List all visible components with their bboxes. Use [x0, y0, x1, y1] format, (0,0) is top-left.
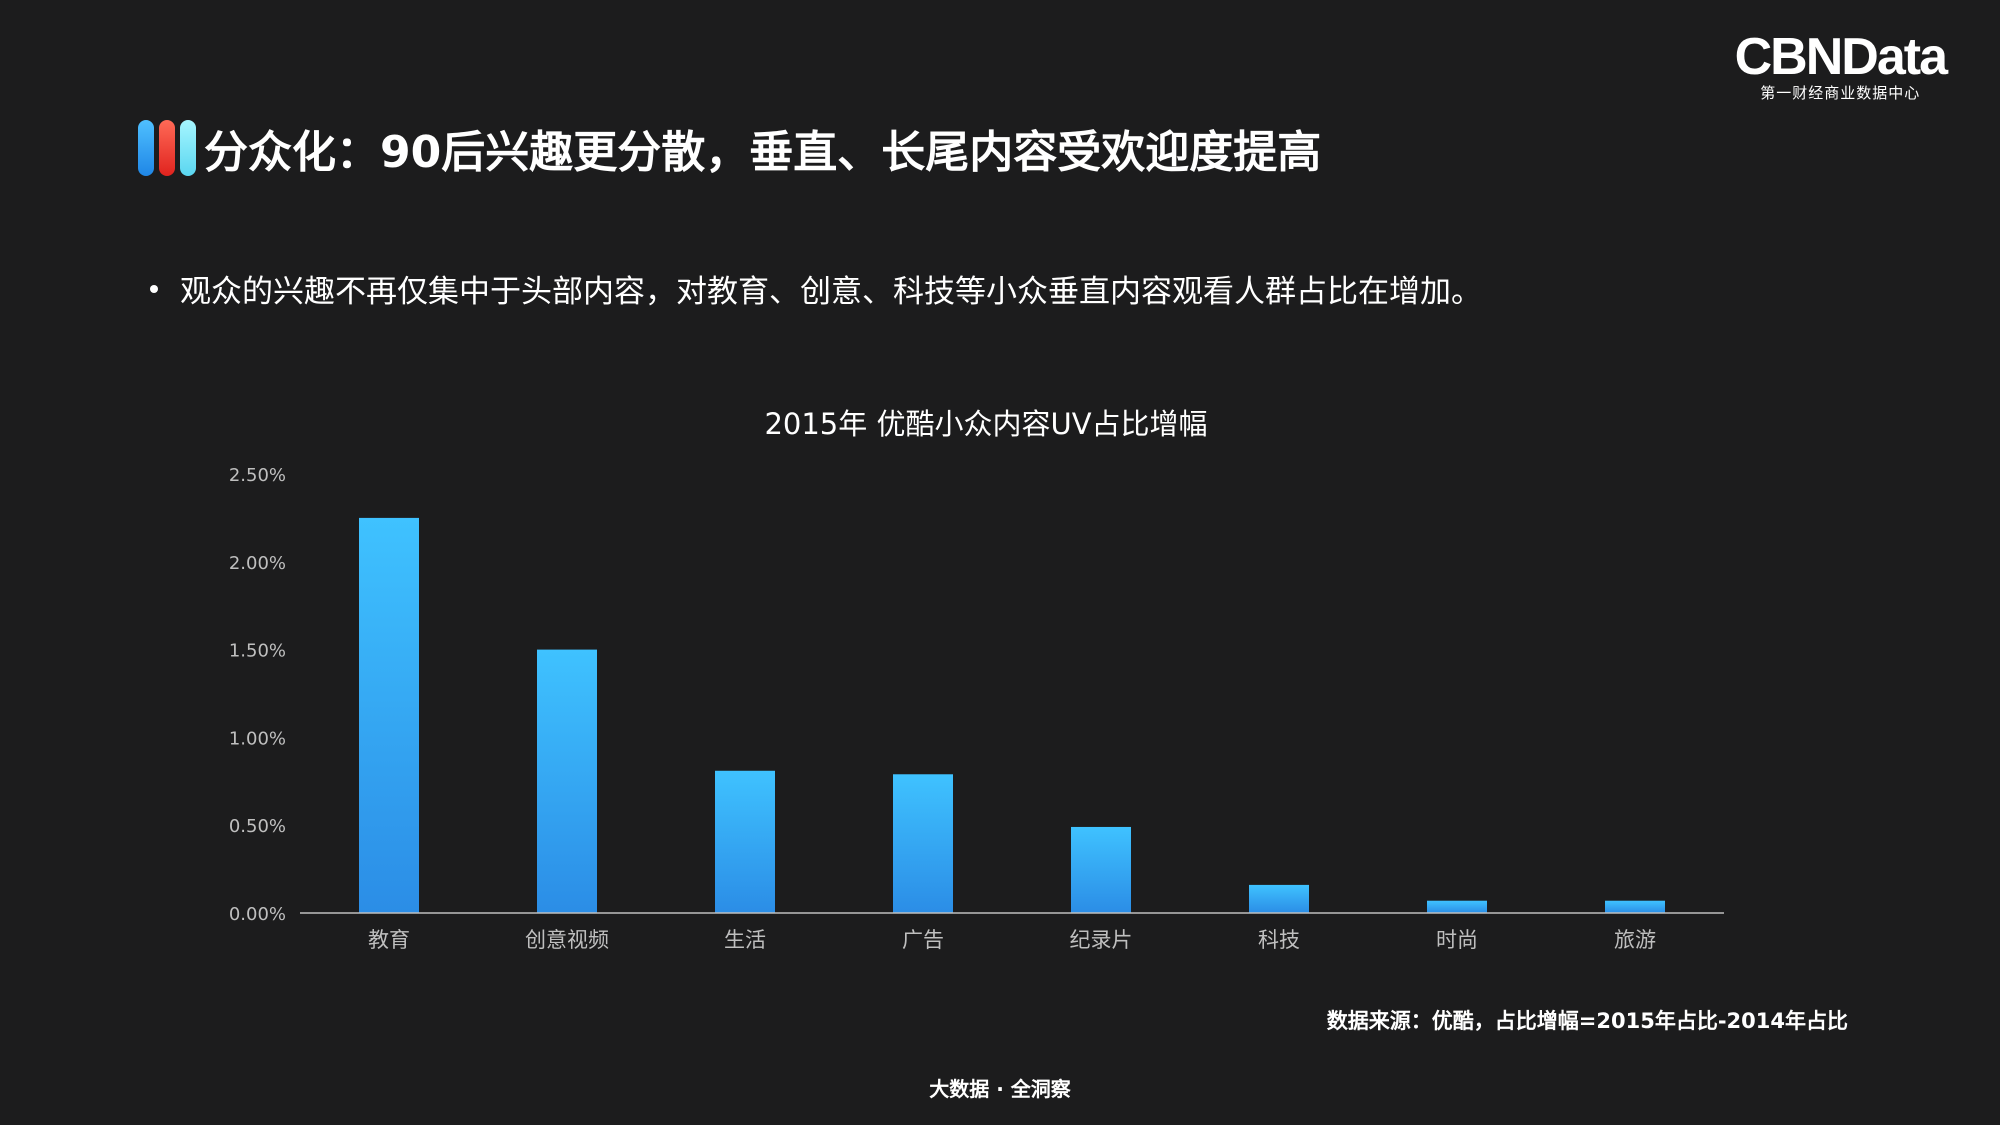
- bar: [1605, 900, 1665, 913]
- y-tick-label: 0.50%: [229, 816, 286, 837]
- cyan-pill-icon: [180, 120, 196, 176]
- y-axis: 0.00% 0.50% 1.00% 1.50% 2.00% 2.50%: [229, 465, 286, 925]
- logo-wordmark: CBNData: [1734, 28, 1948, 86]
- page-title: 分众化：90后兴趣更分散，垂直、长尾内容受欢迎度提高: [204, 127, 1322, 178]
- blue-pill-icon: [138, 120, 154, 176]
- x-tick-label: 旅游: [1614, 928, 1656, 952]
- footer-slogan: 大数据 · 全洞察: [929, 1077, 1071, 1101]
- y-tick-label: 2.50%: [229, 465, 286, 486]
- bullet-text: 观众的兴趣不再仅集中于头部内容，对教育、创意、科技等小众垂直内容观看人群占比在增…: [180, 274, 1482, 310]
- bullet-icon: [150, 284, 158, 293]
- bar: [1249, 884, 1309, 913]
- bar: [1427, 900, 1487, 913]
- bar: [359, 517, 419, 913]
- bar: [715, 770, 775, 913]
- y-tick-label: 0.00%: [229, 904, 286, 925]
- bars: [359, 517, 1665, 913]
- x-tick-label: 教育: [368, 928, 410, 952]
- x-axis: 教育 创意视频 生活 广告 纪录片 科技 时尚 旅游: [300, 912, 1724, 952]
- bar: [537, 649, 597, 913]
- bar: [1071, 826, 1131, 913]
- x-tick-label: 广告: [902, 928, 944, 952]
- y-tick-label: 1.50%: [229, 641, 286, 662]
- logo-subtitle: 第一财经商业数据中心: [1760, 84, 1921, 102]
- bar: [893, 774, 953, 913]
- chart-title: 2015年 优酷小众内容UV占比增幅: [764, 407, 1207, 441]
- x-tick-label: 生活: [724, 928, 766, 952]
- cbndata-logo: CBNData 第一财经商业数据中心: [1734, 28, 1948, 102]
- data-source-note: 数据来源：优酷，占比增幅=2015年占比-2014年占比: [1326, 1009, 1848, 1033]
- y-tick-label: 1.00%: [229, 728, 286, 749]
- page-header: 分众化：90后兴趣更分散，垂直、长尾内容受欢迎度提高: [138, 118, 1321, 178]
- red-pill-icon: [159, 120, 175, 176]
- x-tick-label: 纪录片: [1070, 928, 1133, 952]
- x-tick-label: 创意视频: [525, 928, 609, 952]
- bullet-point: 观众的兴趣不再仅集中于头部内容，对教育、创意、科技等小众垂直内容观看人群占比在增…: [150, 266, 1482, 311]
- x-tick-label: 科技: [1258, 928, 1300, 952]
- title-decoration-icon: [138, 120, 196, 176]
- x-tick-label: 时尚: [1436, 928, 1478, 952]
- y-tick-label: 2.00%: [229, 553, 286, 574]
